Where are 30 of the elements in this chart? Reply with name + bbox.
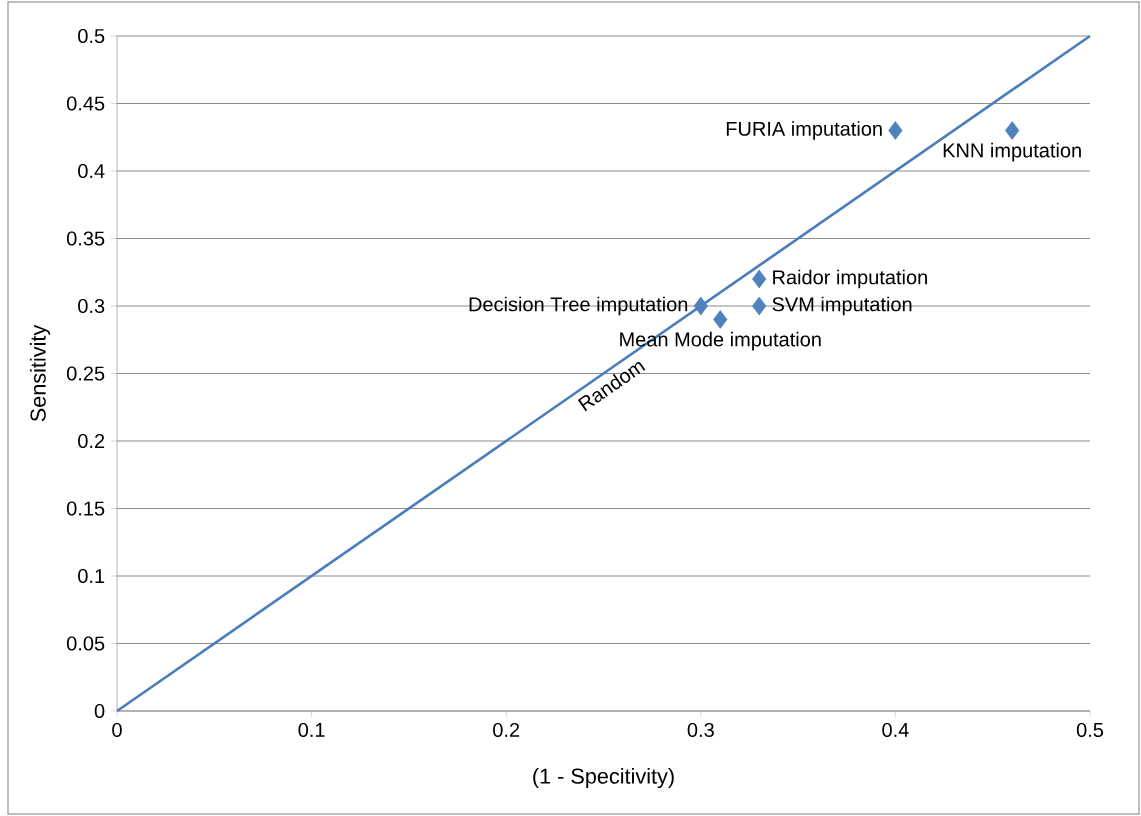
point (752, 296, 767, 316)
point (888, 121, 903, 140)
y-tick-label: 0.2 (78, 433, 105, 449)
y-axis-title: Sensitivity (29, 324, 51, 422)
y-tick-label: 0.3 (78, 298, 105, 314)
y-tick-label: 0 (94, 703, 105, 719)
annotation: Decision Tree imputation (469, 296, 688, 316)
point (1005, 121, 1020, 140)
x-tick-label: 0.2 (493, 722, 520, 738)
annotation: Raidor imputation (773, 269, 927, 289)
annotation: FURIA imputation (726, 121, 882, 140)
y-tick-label: 0.5 (78, 28, 105, 44)
point (752, 269, 767, 289)
x-tick-label: 0.1 (298, 722, 325, 738)
y-tick-label: 0.1 (78, 568, 105, 584)
y-tick-label: 0.15 (66, 501, 105, 516)
annotation: SVM imputation (772, 296, 912, 316)
y-tick-label: 0.25 (66, 366, 105, 381)
y-tick-label: 0.4 (78, 163, 105, 179)
point (713, 310, 728, 329)
x-tick-label: 0.4 (882, 722, 909, 738)
y-tick-label: 0.05 (66, 636, 105, 651)
point (693, 296, 708, 316)
y-tick-label: 0.35 (66, 231, 105, 246)
x-tick-label: 0 (112, 722, 122, 738)
x-axis-title: (1 - Specitivity) (533, 767, 674, 789)
y-tick-label: 0.45 (66, 96, 105, 111)
x-tick-label: 0.5 (1076, 722, 1104, 738)
annotation: KNN imputation (943, 142, 1081, 162)
x-tick-label: 0.3 (687, 722, 714, 738)
